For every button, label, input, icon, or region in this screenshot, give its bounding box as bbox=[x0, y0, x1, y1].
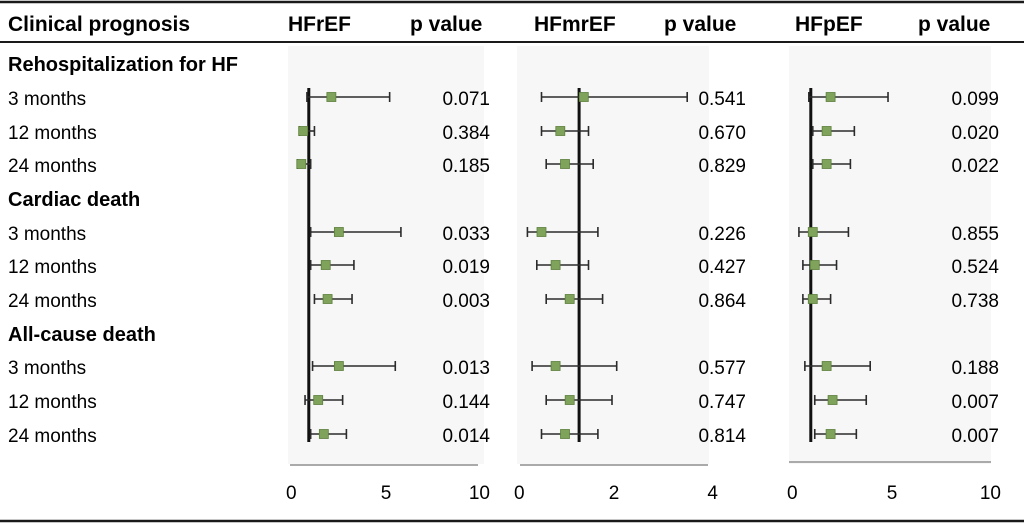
estimate-marker-hfmref bbox=[536, 227, 547, 237]
estimate-marker-hfpef bbox=[821, 126, 832, 136]
estimate-marker-hfref bbox=[318, 429, 329, 439]
estimate-marker-hfmref bbox=[550, 260, 561, 270]
p-value-hfref: 0.144 bbox=[442, 392, 490, 413]
p-value-hfpef: 0.524 bbox=[951, 257, 999, 278]
estimate-marker-hfref bbox=[333, 227, 344, 237]
estimate-marker-hfref bbox=[298, 126, 309, 136]
estimate-marker-hfpef bbox=[827, 395, 838, 405]
p-value-hfref: 0.003 bbox=[442, 291, 490, 312]
p-value-hfpef: 0.020 bbox=[951, 123, 999, 144]
estimate-marker-hfpef bbox=[825, 92, 836, 102]
p-value-hfmref: 0.747 bbox=[698, 392, 746, 413]
estimate-marker-hfref bbox=[313, 395, 324, 405]
p-value-hfpef: 0.007 bbox=[951, 426, 999, 447]
p-value-hfmref: 0.226 bbox=[698, 224, 746, 245]
row-label: 12 months bbox=[8, 392, 97, 413]
tick-label-hfmref: 4 bbox=[707, 483, 718, 504]
p-value-hfpef: 0.022 bbox=[951, 156, 999, 177]
estimate-marker-hfpef bbox=[821, 159, 832, 169]
tick-label-hfpef: 10 bbox=[980, 483, 1001, 504]
row-label: 3 months bbox=[8, 358, 86, 379]
panel-title-hfref: HFrEF bbox=[288, 13, 351, 36]
panel-title-hfpef: HFpEF bbox=[795, 13, 863, 36]
p-value-hfref: 0.033 bbox=[442, 224, 490, 245]
p-value-hfmref: 0.541 bbox=[698, 89, 746, 110]
estimate-marker-hfref bbox=[320, 260, 331, 270]
p-value-hfmref: 0.829 bbox=[698, 156, 746, 177]
tick-label-hfref: 10 bbox=[469, 483, 490, 504]
p-value-hfref: 0.013 bbox=[442, 358, 490, 379]
estimate-marker-hfref bbox=[296, 159, 307, 169]
estimate-marker-hfmref bbox=[560, 429, 570, 439]
p-value-hfpef: 0.099 bbox=[951, 89, 999, 110]
p-value-hfmref: 0.814 bbox=[698, 426, 746, 447]
tick-label-hfmref: 0 bbox=[514, 483, 525, 504]
estimate-marker-hfmref bbox=[564, 395, 575, 405]
p-value-hfmref: 0.577 bbox=[698, 358, 746, 379]
p-value-hfpef: 0.188 bbox=[951, 358, 999, 379]
estimate-marker-hfmref bbox=[560, 159, 570, 169]
p-value-hfref: 0.019 bbox=[442, 257, 490, 278]
row-label: 12 months bbox=[8, 123, 97, 144]
p-value-hfref: 0.071 bbox=[442, 89, 490, 110]
pvalue-header-hfpef: p value bbox=[918, 13, 990, 36]
p-value-hfpef: 0.007 bbox=[951, 392, 999, 413]
estimate-marker-hfpef bbox=[807, 294, 818, 304]
tick-label-hfpef: 5 bbox=[887, 483, 898, 504]
row-label: 12 months bbox=[8, 257, 97, 278]
estimate-marker-hfpef bbox=[825, 429, 836, 439]
p-value-hfmref: 0.427 bbox=[698, 257, 746, 278]
pvalue-header-hfmref: p value bbox=[664, 13, 736, 36]
p-value-hfpef: 0.855 bbox=[951, 224, 999, 245]
row-label: 3 months bbox=[8, 224, 86, 245]
estimate-marker-hfmref bbox=[564, 294, 575, 304]
p-value-hfref: 0.014 bbox=[442, 426, 490, 447]
row-label: 24 months bbox=[8, 291, 97, 312]
estimate-marker-hfpef bbox=[809, 260, 820, 270]
row-label: 24 months bbox=[8, 156, 97, 177]
section-title: All-cause death bbox=[8, 324, 156, 346]
row-label: 3 months bbox=[8, 89, 86, 110]
estimate-marker-hfref bbox=[333, 361, 344, 371]
estimate-marker-hfmref bbox=[550, 361, 561, 371]
panel-bg-hfref bbox=[288, 46, 484, 464]
section-title: Cardiac death bbox=[8, 189, 140, 211]
tick-label-hfpef: 0 bbox=[787, 483, 798, 504]
section-title: Rehospitalization for HF bbox=[8, 54, 238, 76]
p-value-hfmref: 0.670 bbox=[698, 123, 746, 144]
estimate-marker-hfpef bbox=[821, 361, 832, 371]
estimate-marker-hfmref bbox=[578, 92, 589, 102]
tick-label-hfref: 5 bbox=[381, 483, 392, 504]
header-label: Clinical prognosis bbox=[8, 13, 190, 36]
row-label: 24 months bbox=[8, 426, 97, 447]
panel-bg-hfpef bbox=[789, 46, 991, 464]
panel-title-hfmref: HFmrEF bbox=[534, 13, 616, 36]
pvalue-header-hfref: p value bbox=[410, 13, 482, 36]
tick-label-hfref: 0 bbox=[286, 483, 297, 504]
panel-bg-hfmref bbox=[517, 46, 709, 464]
p-value-hfpef: 0.738 bbox=[951, 291, 999, 312]
estimate-marker-hfref bbox=[326, 92, 337, 102]
estimate-marker-hfref bbox=[322, 294, 333, 304]
estimate-marker-hfmref bbox=[555, 126, 566, 136]
p-value-hfref: 0.185 bbox=[442, 156, 490, 177]
p-value-hfmref: 0.864 bbox=[698, 291, 746, 312]
tick-label-hfmref: 2 bbox=[609, 483, 620, 504]
estimate-marker-hfpef bbox=[807, 227, 818, 237]
p-value-hfref: 0.384 bbox=[442, 123, 490, 144]
